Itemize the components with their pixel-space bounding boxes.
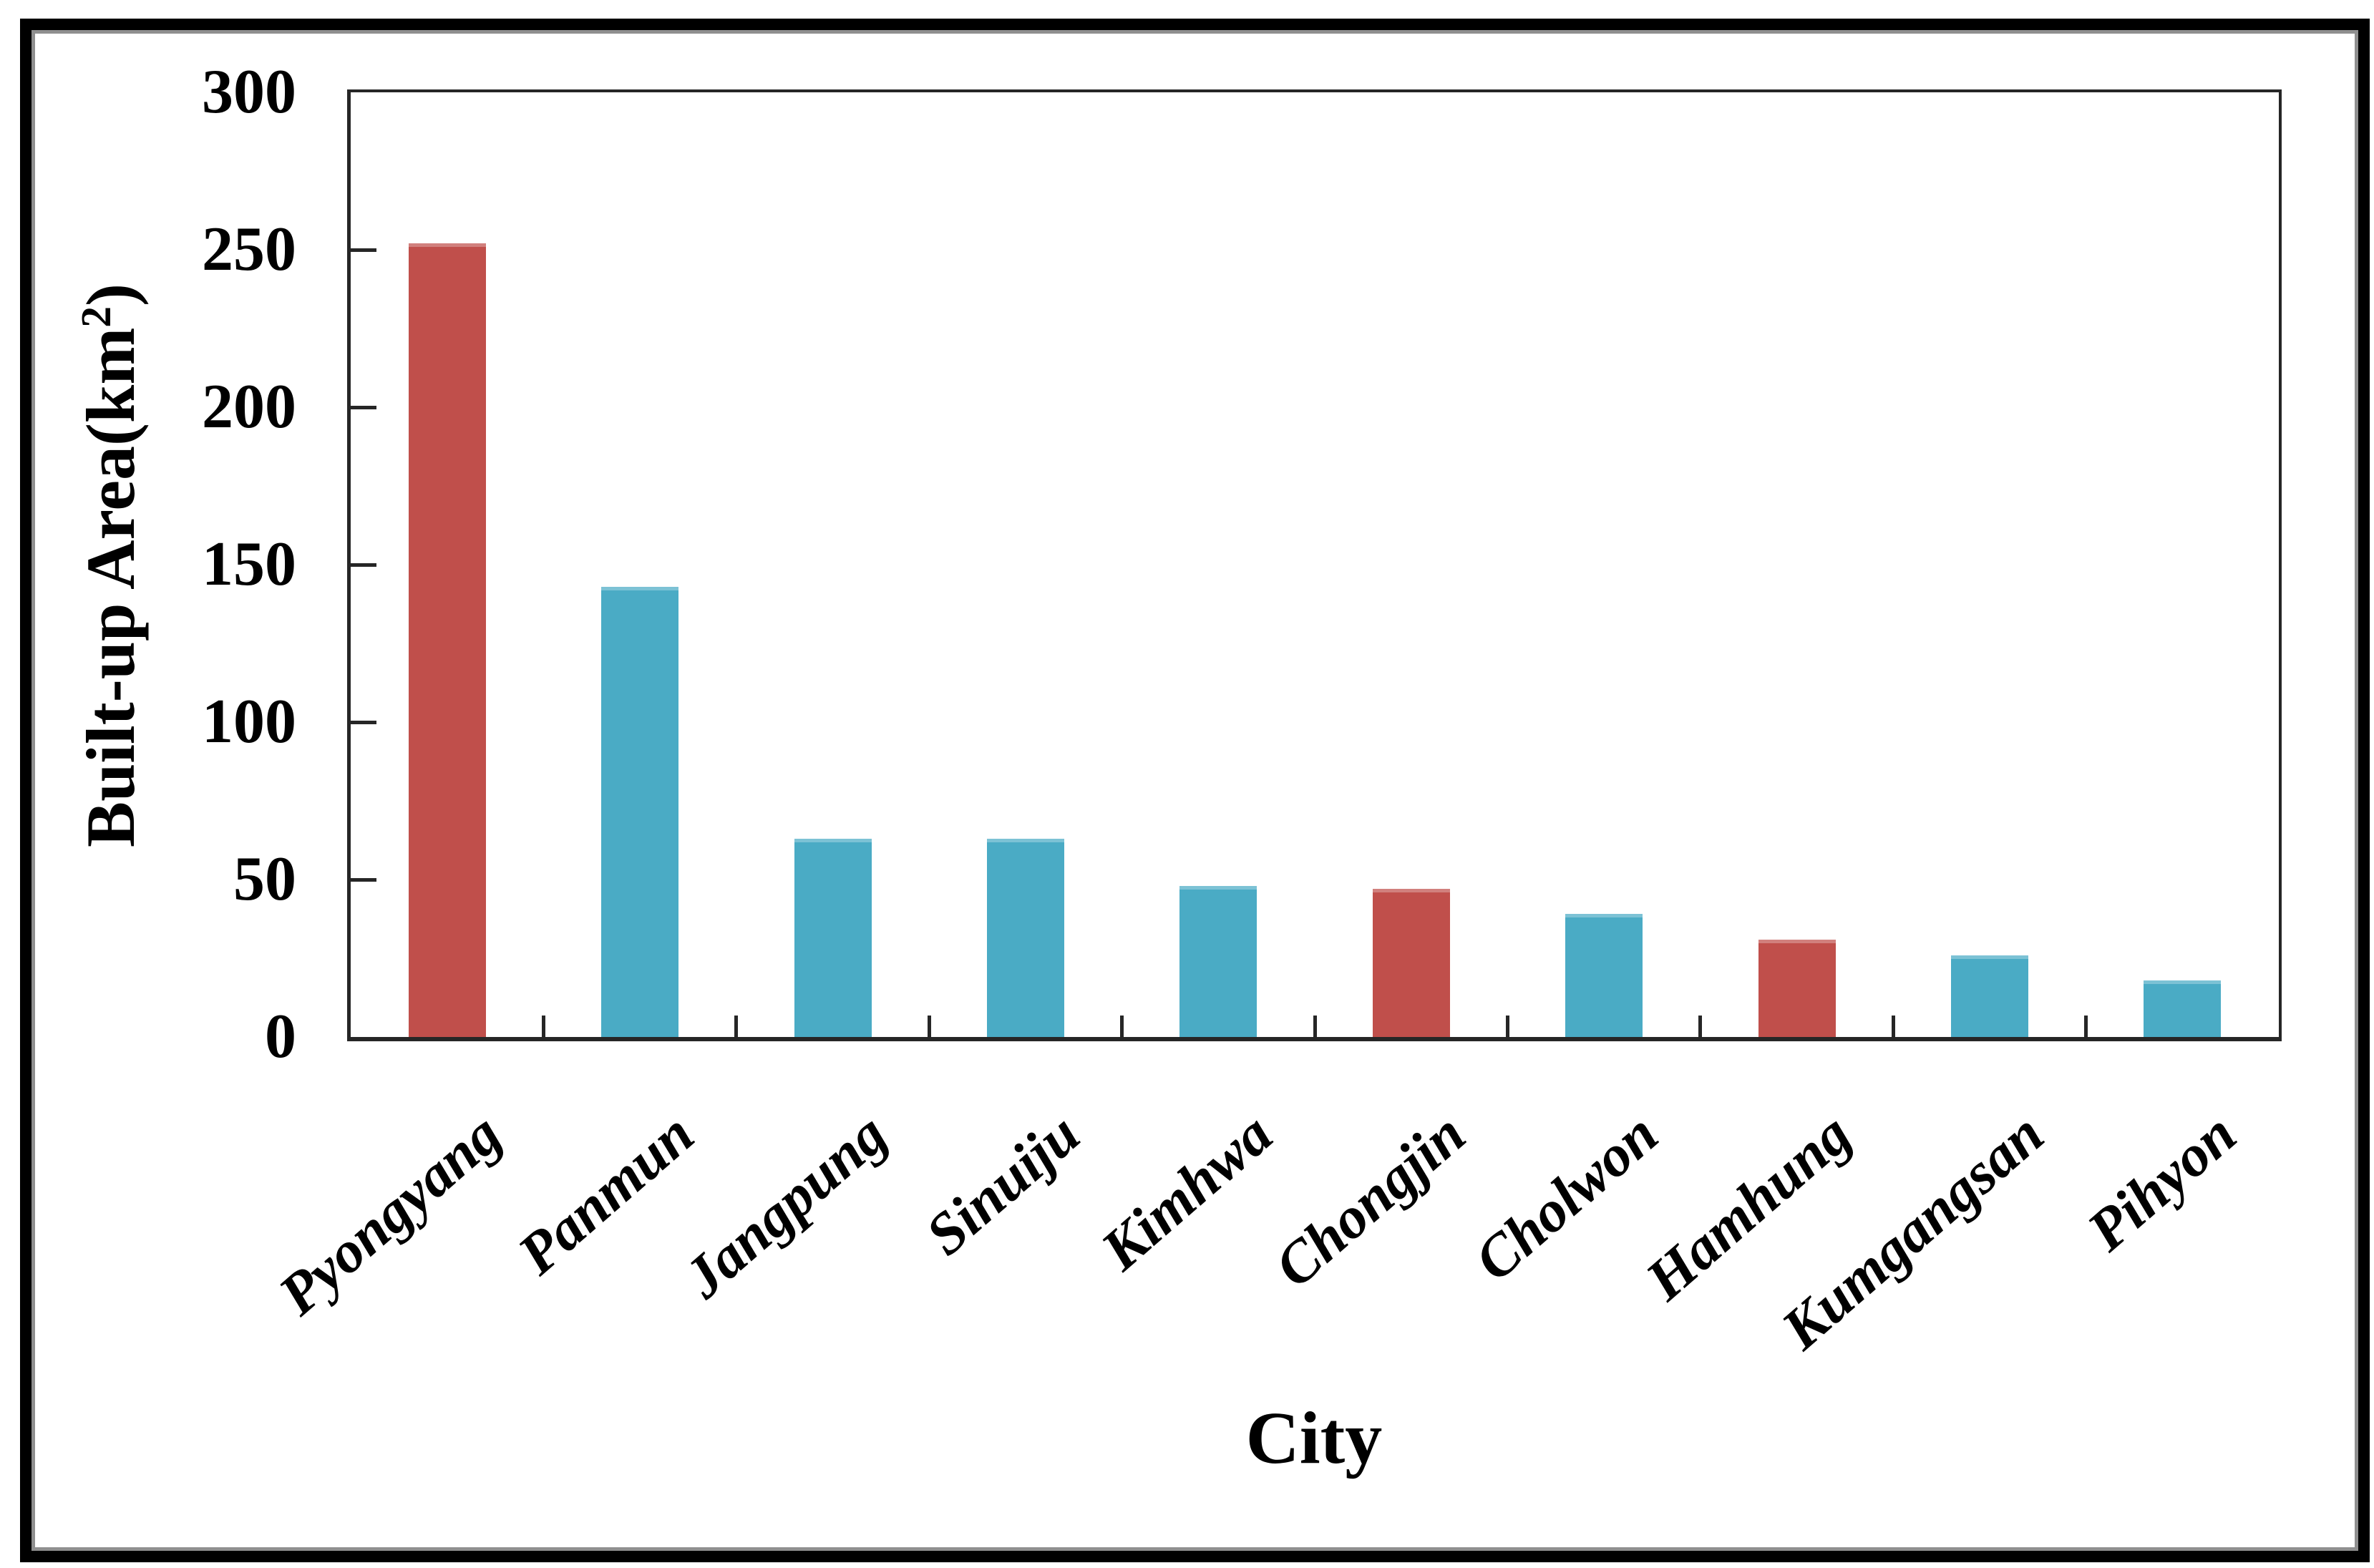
y-tick-label-0: 0	[265, 1002, 296, 1071]
y-axis-tick	[351, 720, 376, 724]
bar-kimhwa	[1179, 885, 1257, 1037]
bar-cholwon	[1565, 914, 1643, 1037]
y-axis-title-superscript: 2	[72, 306, 120, 328]
y-tick-label-300: 300	[202, 57, 296, 127]
y-axis-title-text: Built-up Area(km2)	[72, 283, 149, 848]
bars-layer	[351, 92, 2279, 1037]
x-axis-tick	[927, 1016, 931, 1037]
y-axis-tick	[351, 405, 376, 409]
bar-jangpung	[794, 838, 872, 1037]
plot-area	[347, 89, 2282, 1041]
bar-kumgangsan	[1950, 955, 2028, 1037]
bar-panmun	[601, 586, 679, 1037]
y-axis-tick	[351, 248, 376, 252]
y-tick-label-150: 150	[202, 530, 296, 599]
x-axis-tick	[1313, 1016, 1317, 1037]
y-tick-label-100: 100	[202, 687, 296, 756]
x-axis-tick	[2084, 1016, 2088, 1037]
bar-pihyon	[2144, 980, 2222, 1037]
y-tick-label-250: 250	[202, 215, 296, 284]
x-axis-title: City	[1245, 1397, 1383, 1479]
y-tick-label-50: 50	[233, 844, 296, 914]
x-axis-tick	[1698, 1016, 1703, 1037]
y-tick-label-200: 200	[202, 372, 296, 442]
plot-ticks-layer	[351, 92, 2279, 1037]
y-axis-tick	[351, 877, 376, 882]
x-axis-tick	[1120, 1016, 1124, 1037]
x-axis-tick	[541, 1016, 545, 1037]
figure-border-frame	[20, 19, 2370, 1562]
x-axis-tick	[1505, 1016, 1509, 1037]
bar-chongjin	[1372, 889, 1450, 1037]
x-axis-tick	[1891, 1016, 1895, 1037]
x-axis-tick	[734, 1016, 739, 1037]
y-axis-tick	[351, 563, 376, 567]
bar-sinuiju	[986, 838, 1064, 1037]
bar-pyongyang	[408, 243, 486, 1037]
bar-hamhung	[1758, 939, 1836, 1037]
